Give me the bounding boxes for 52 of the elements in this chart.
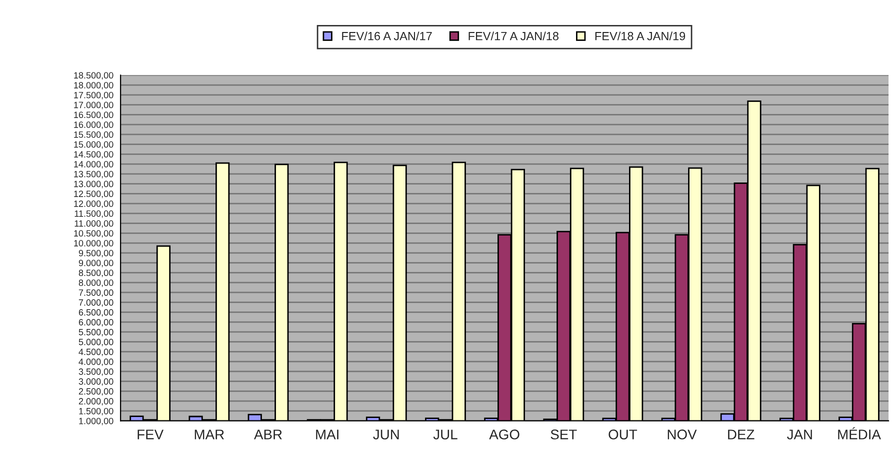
legend-label: FEV/17 A JAN/18 xyxy=(468,32,558,40)
y-tick-label: 9.000,00 xyxy=(78,260,114,268)
y-tick-label: 3.500,00 xyxy=(78,368,114,376)
y-tick-label: 7.500,00 xyxy=(78,289,114,297)
y-tick-label: 16.500,00 xyxy=(74,112,114,120)
legend-label: FEV/16 A JAN/17 xyxy=(342,32,432,40)
y-tick-label: 14.000,00 xyxy=(74,161,114,168)
y-tick-label: 6.500,00 xyxy=(78,309,114,317)
y-tick-label: 3.000,00 xyxy=(78,378,114,386)
y-tick-label: 11.500,00 xyxy=(74,210,114,218)
y-tick-label: 5.500,00 xyxy=(78,328,114,336)
y-tick-label: 13.000,00 xyxy=(74,180,114,188)
y-tick-label: 9.500,00 xyxy=(78,250,114,258)
y-tick-label: 15.500,00 xyxy=(74,131,114,139)
x-tick-label: MAR xyxy=(194,430,224,440)
x-tick-label: FEV xyxy=(138,430,164,440)
y-tick-label: 2.000,00 xyxy=(78,398,114,406)
y-tick-label: 13.500,00 xyxy=(74,170,114,178)
y-tick-label: 10.500,00 xyxy=(74,230,114,238)
y-tick-label: 7.000,00 xyxy=(78,299,114,307)
y-tick-label: 15.000,00 xyxy=(74,141,114,149)
y-tick-label: 5.000,00 xyxy=(78,338,114,346)
y-tick-label: 1.000,00 xyxy=(79,418,114,426)
legend-label: FEV/18 A JAN/19 xyxy=(595,32,686,40)
y-tick-label: 6.000,00 xyxy=(78,319,114,327)
y-tick-label: 8.500,00 xyxy=(78,270,114,278)
x-tick-label: NOV xyxy=(668,430,697,440)
y-tick-label: 12.000,00 xyxy=(74,200,114,208)
y-tick-label: 4.000,00 xyxy=(78,358,114,366)
y-tick-label: 10.000,00 xyxy=(74,240,114,248)
y-tick-label: 8.000,00 xyxy=(78,280,114,287)
x-tick-label: AGO xyxy=(489,430,520,440)
x-tick-label: JUL xyxy=(433,430,458,440)
y-tick-label: 11.000,00 xyxy=(74,220,114,228)
x-tick-label: MÉDIA xyxy=(838,427,881,440)
x-tick-label: ABR xyxy=(254,430,282,440)
x-tick-label: MAI xyxy=(316,430,338,440)
y-tick-label: 18.500,00 xyxy=(74,72,114,80)
x-tick-label: DEZ xyxy=(728,430,754,440)
y-tick-label: 14.500,00 xyxy=(74,151,114,159)
x-tick-label: OUT xyxy=(608,430,638,440)
y-tick-label: 1.500,00 xyxy=(79,408,114,416)
y-tick-label: 17.500,00 xyxy=(74,92,114,100)
x-tick-label: JUN xyxy=(373,430,399,440)
y-tick-label: 4.500,00 xyxy=(78,348,114,356)
y-tick-label: 2.500,00 xyxy=(78,388,114,396)
y-tick-label: 18.000,00 xyxy=(74,82,114,90)
x-tick-label: SET xyxy=(550,430,577,440)
y-tick-label: 16.000,00 xyxy=(74,122,114,129)
x-tick-label: JAN xyxy=(787,430,812,440)
y-tick-label: 12.500,00 xyxy=(74,190,114,198)
y-tick-label: 17.000,00 xyxy=(74,102,114,110)
